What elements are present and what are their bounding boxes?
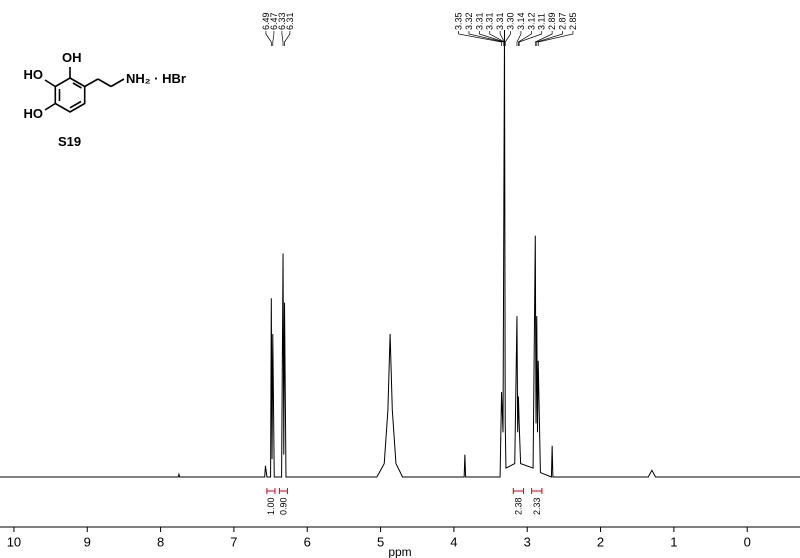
peak-label: 3.11 xyxy=(537,13,547,30)
peak-leader xyxy=(272,31,275,46)
x-tick-label: 0 xyxy=(744,534,751,549)
peak-label: 6.47 xyxy=(269,12,279,30)
peak-label: 6.49 xyxy=(261,12,271,30)
peak-label: 2.89 xyxy=(547,12,557,30)
x-tick-label: 8 xyxy=(157,534,164,549)
double-bond xyxy=(72,82,82,89)
bond xyxy=(110,78,125,88)
integral-label: 1.00 xyxy=(266,497,276,515)
peak-leader xyxy=(518,31,543,46)
peak-leader xyxy=(516,31,522,46)
x-tick-label: 3 xyxy=(524,534,531,549)
integral-label: 2.38 xyxy=(513,497,523,515)
x-tick-label: 10 xyxy=(7,534,21,549)
x-tick-label: 4 xyxy=(450,534,457,549)
integral-bracket xyxy=(531,488,543,494)
ho-label: HO xyxy=(24,67,44,82)
bond xyxy=(84,78,99,88)
x-tick-label: 9 xyxy=(84,534,91,549)
spectrum-line xyxy=(0,29,800,478)
double-bond xyxy=(69,100,82,109)
x-tick-label: 2 xyxy=(597,534,604,549)
peak-leader xyxy=(499,31,505,46)
peak-label: 2.85 xyxy=(568,12,578,30)
bond xyxy=(44,79,56,88)
x-tick-label: 7 xyxy=(230,534,237,549)
x-tick-label: 5 xyxy=(377,534,384,549)
bond xyxy=(44,102,56,111)
peak-label: 3.12 xyxy=(526,12,536,30)
peak-label: 3.35 xyxy=(454,12,464,30)
ho-label: HO xyxy=(24,106,44,121)
peak-label: 3.30 xyxy=(506,12,516,30)
peak-leader xyxy=(536,31,563,46)
structure: OH HO HO NH₂ · HBr S19 xyxy=(24,50,186,149)
peak-label: 2.87 xyxy=(558,12,568,30)
integral-bracket xyxy=(512,488,525,494)
peak-label: 3.31 xyxy=(495,12,505,30)
peak-leader xyxy=(504,31,511,46)
peak-leader xyxy=(284,31,291,46)
peak-leader xyxy=(534,31,553,46)
x-axis-label: ppm xyxy=(388,545,411,558)
integral-bracket xyxy=(266,488,276,494)
x-tick-label: 6 xyxy=(304,534,311,549)
peak-label: 3.32 xyxy=(464,12,474,30)
peak-leader xyxy=(537,31,574,46)
integral-bracket xyxy=(278,488,288,494)
peak-leader xyxy=(468,31,505,46)
amine-label: NH₂ · HBr xyxy=(126,71,186,86)
oh-label: OH xyxy=(62,50,82,65)
peak-leader xyxy=(518,31,532,46)
peak-leader xyxy=(281,31,284,46)
integral-label: 2.33 xyxy=(532,497,542,515)
peak-label: 3.14 xyxy=(516,12,526,30)
bond xyxy=(97,78,112,88)
peak-label: 3.31 xyxy=(485,12,495,30)
peak-label: 6.33 xyxy=(277,12,287,30)
peak-label: 6.31 xyxy=(285,12,295,30)
peak-leader xyxy=(265,31,272,46)
peak-leader xyxy=(458,31,502,46)
peak-label: 3.31 xyxy=(474,12,484,30)
integral-label: 0.90 xyxy=(278,497,288,515)
compound-label: S19 xyxy=(58,134,81,149)
x-tick-label: 1 xyxy=(670,534,677,549)
